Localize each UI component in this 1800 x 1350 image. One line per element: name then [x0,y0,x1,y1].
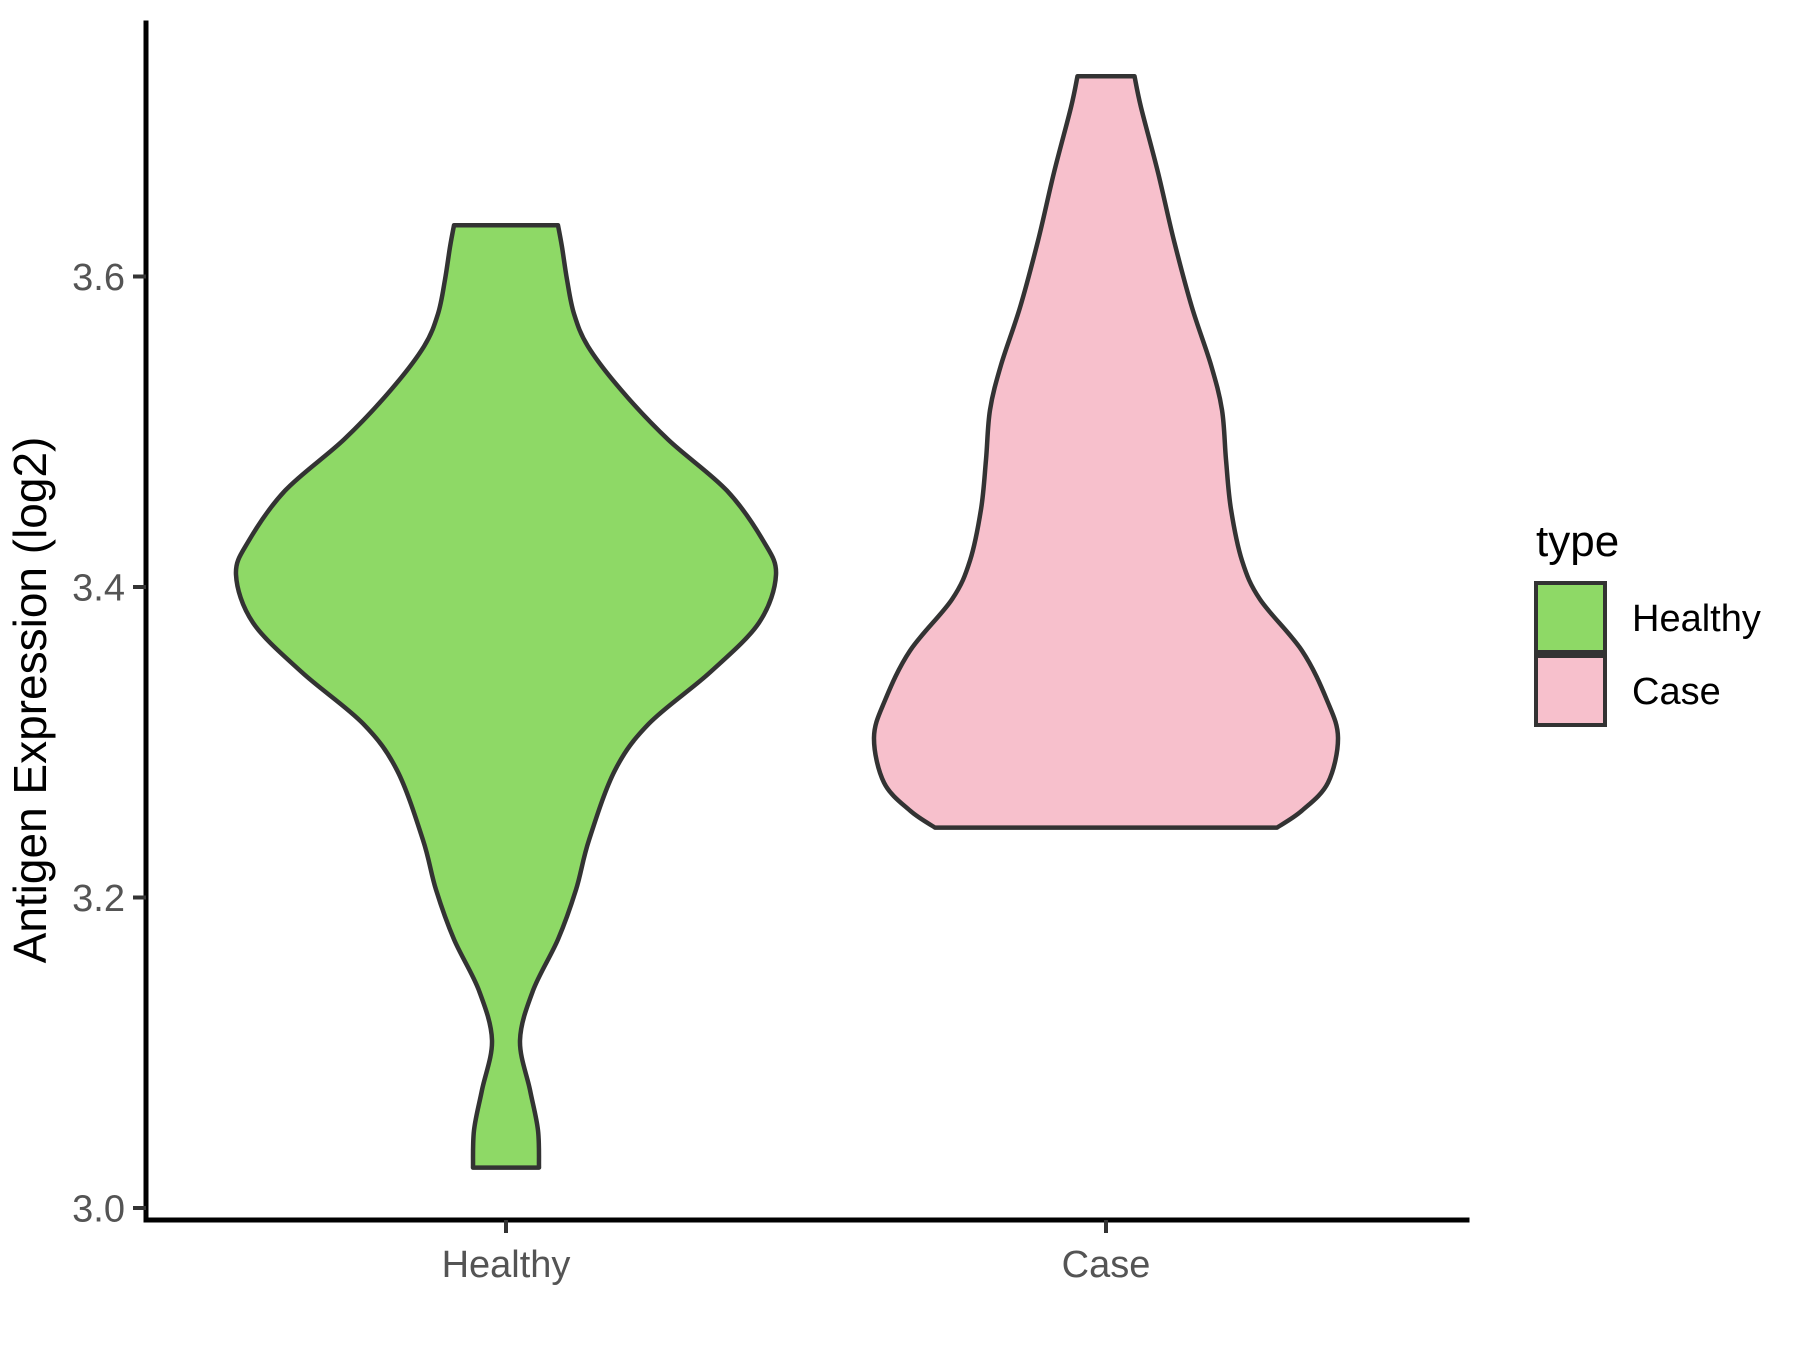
y-tick-label: 3.2 [72,878,125,920]
legend-label-case: Case [1632,671,1721,713]
plot-panel [233,73,1341,1170]
legend: type Healthy Case [1534,517,1761,727]
x-category-label: Case [1062,1244,1151,1286]
x-axis-ticks: Healthy Case [442,1220,1151,1286]
violin-case [871,73,1341,830]
violins-group [233,73,1341,1170]
y-tick-label: 3.4 [72,568,125,610]
y-tick-label: 3.6 [72,257,125,299]
legend-label-healthy: Healthy [1632,598,1761,640]
legend-swatch-healthy [1534,581,1607,654]
legend-swatch-case [1534,654,1607,727]
x-category-label: Healthy [442,1244,571,1286]
y-axis-ticks: 3.0 3.2 3.4 3.6 [72,257,146,1231]
y-axis-title: Antigen Expression (log2) [4,437,56,964]
violin-healthy [233,223,779,1170]
y-tick-label: 3.0 [72,1189,125,1231]
legend-keys: Healthy Case [1534,581,1761,727]
legend-title: type [1536,517,1619,566]
